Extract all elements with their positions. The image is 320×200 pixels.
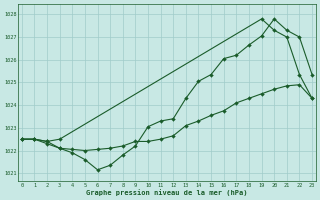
X-axis label: Graphe pression niveau de la mer (hPa): Graphe pression niveau de la mer (hPa) — [86, 189, 248, 196]
